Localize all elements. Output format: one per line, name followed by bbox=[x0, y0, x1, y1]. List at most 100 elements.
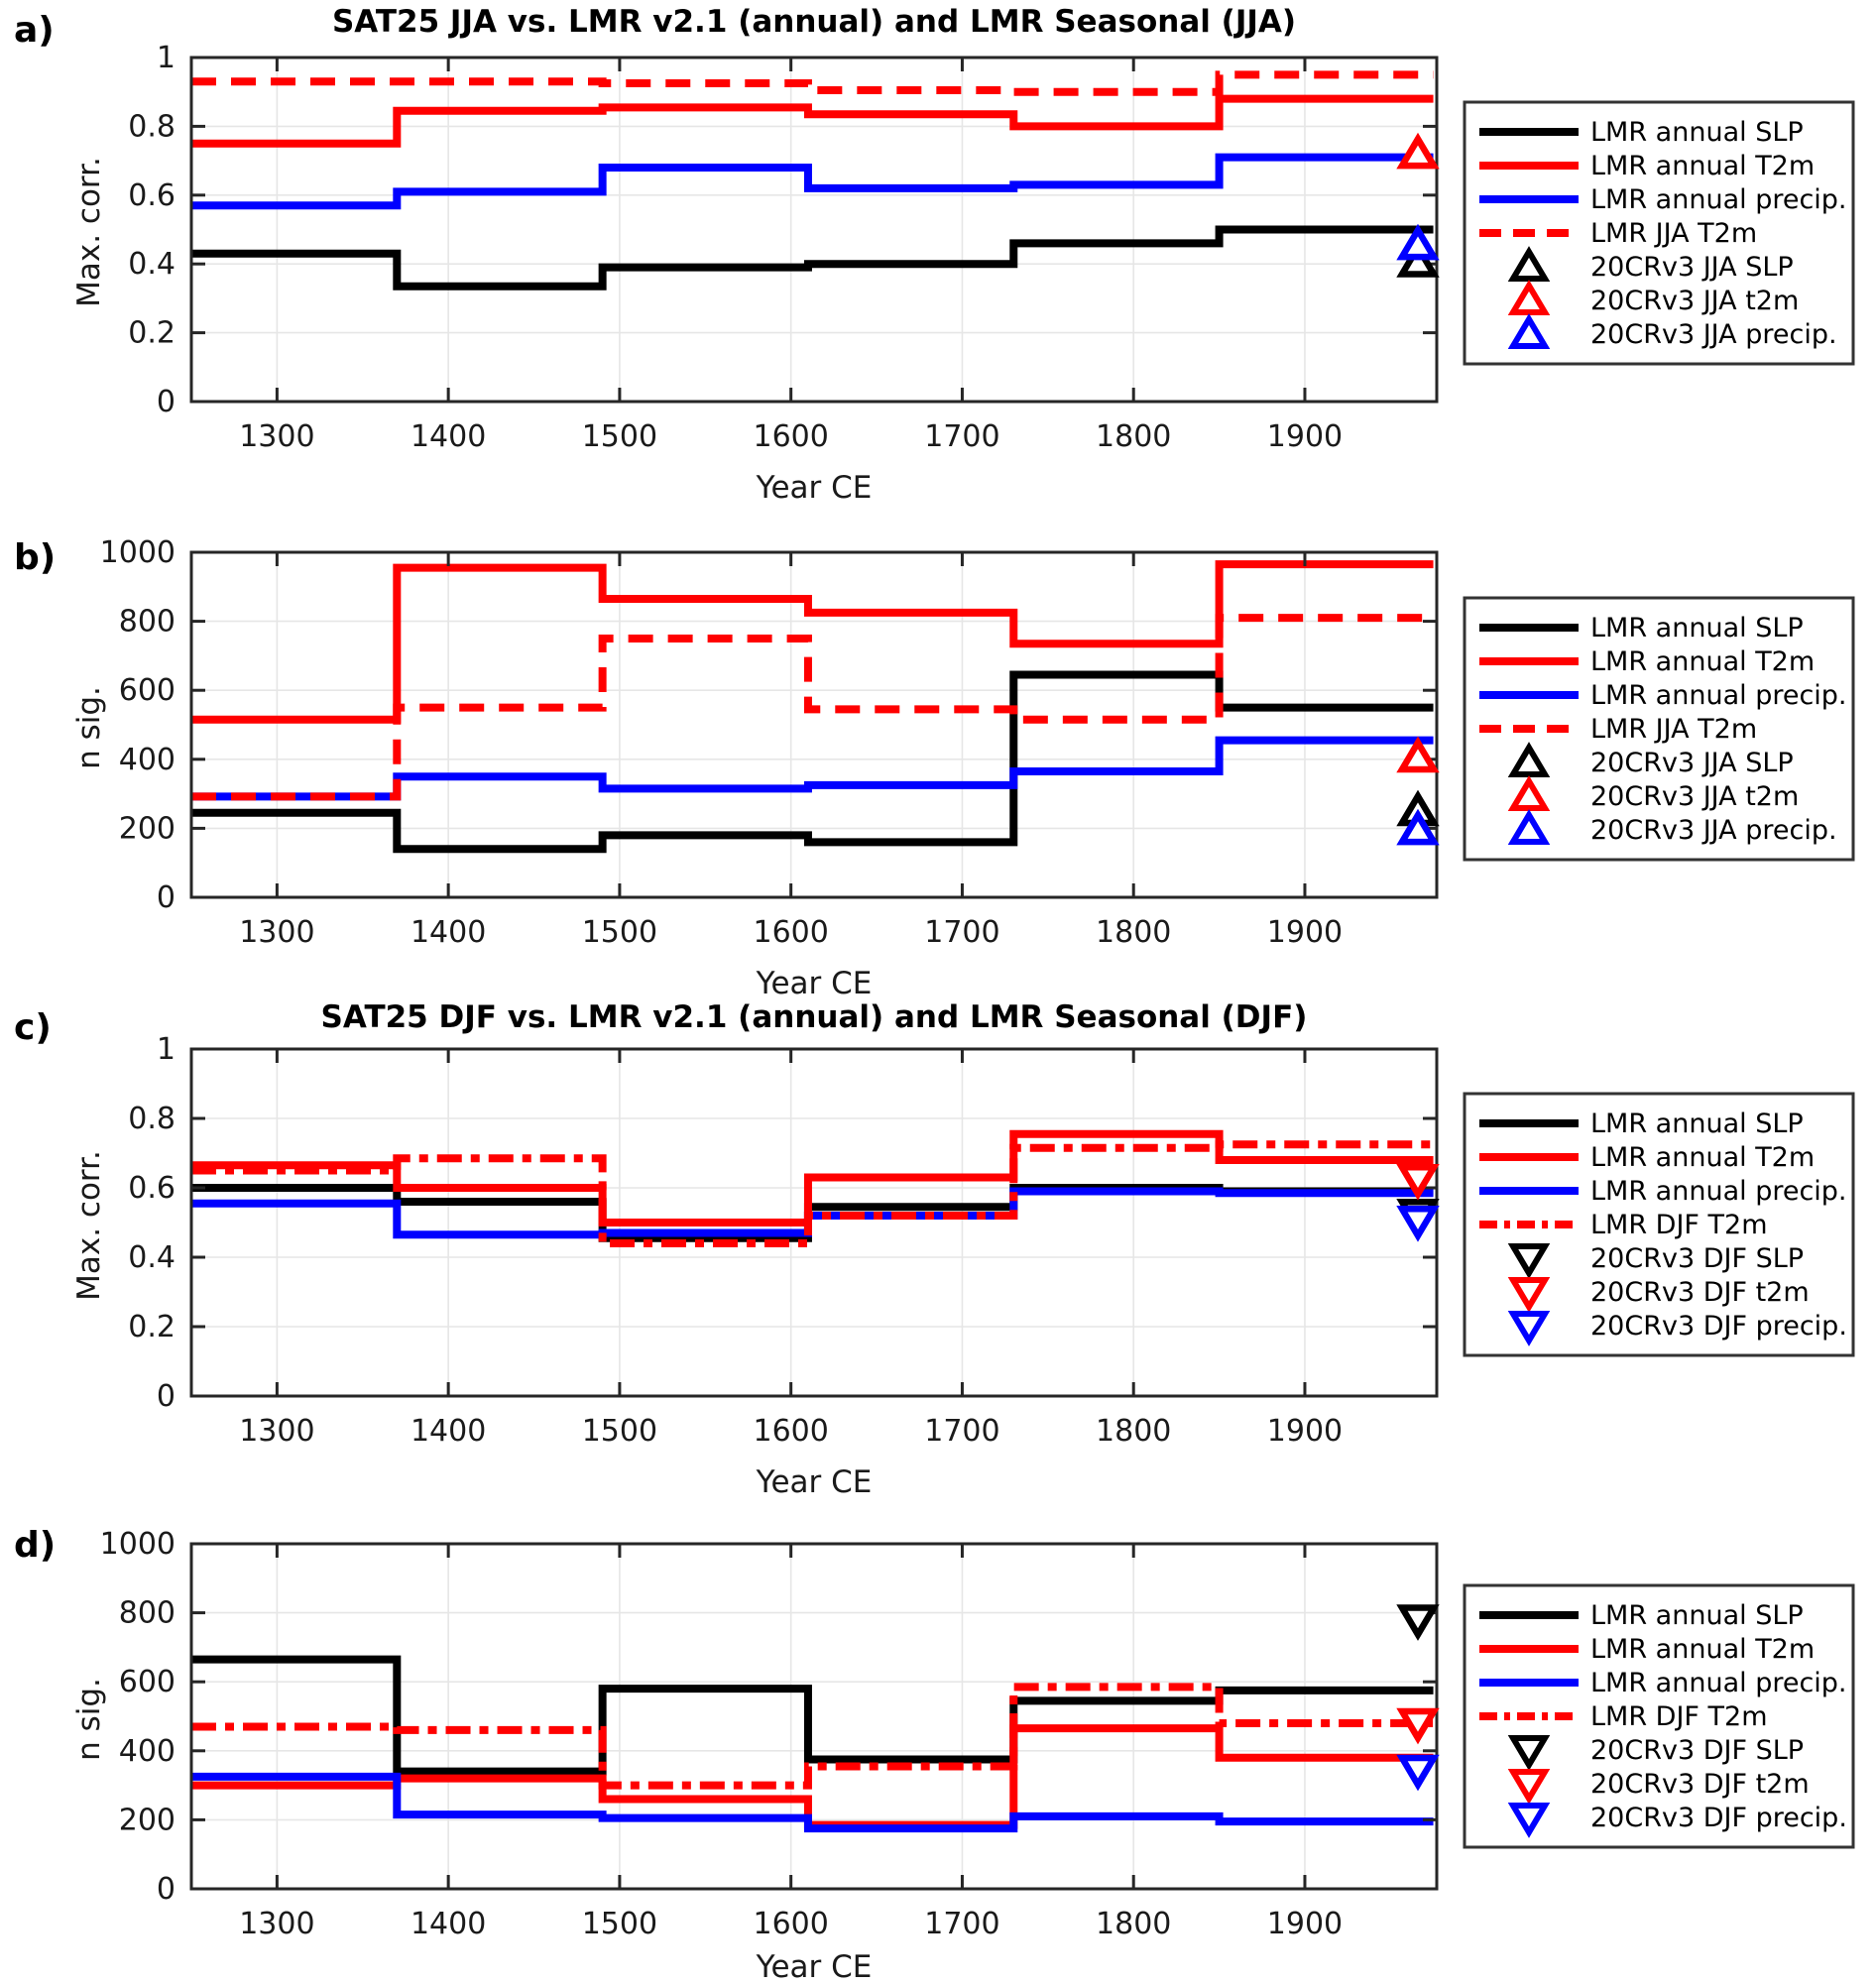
panel-a-ylabel: Max. corr. bbox=[71, 157, 107, 307]
plot-frame bbox=[189, 56, 1439, 404]
series-line-b-0 bbox=[191, 670, 1434, 854]
y-tick-label: 200 bbox=[119, 811, 176, 846]
panel-c-title: SAT25 DJF vs. LMR v2.1 (annual) and LMR … bbox=[320, 999, 1308, 1035]
plot-frame bbox=[189, 550, 1439, 899]
x-tick-label: 1900 bbox=[1267, 915, 1343, 950]
y-tick-label: 800 bbox=[119, 1596, 176, 1631]
legend-marker-sample bbox=[1507, 1311, 1551, 1346]
x-tick-label: 1700 bbox=[924, 915, 999, 950]
y-tick-label: 1 bbox=[157, 41, 176, 75]
x-tick-label: 1600 bbox=[753, 1907, 828, 1941]
x-tick-label: 1500 bbox=[582, 915, 657, 950]
x-tick-label: 1600 bbox=[753, 419, 828, 454]
panel-c-chart: 1300 1400 1500 1600 1700 1800 1900 0 0.2 0.4 0.6 0.… bbox=[128, 1032, 1440, 1449]
x-tick-label: 1800 bbox=[1096, 1907, 1171, 1941]
y-tick-label: 600 bbox=[119, 673, 176, 708]
x-tick-label: 1600 bbox=[753, 915, 828, 950]
legend-entry-label: LMR annual SLP bbox=[1590, 117, 1804, 148]
legend-entry-label: LMR JJA T2m bbox=[1590, 218, 1757, 249]
x-tick-label: 1900 bbox=[1267, 1907, 1343, 1941]
legend-entry-label: 20CRv3 JJA SLP bbox=[1590, 252, 1794, 283]
legend-marker-sample bbox=[1507, 1769, 1551, 1805]
y-tick-label: 0.2 bbox=[128, 1310, 176, 1344]
legend-entry-label: LMR annual T2m bbox=[1590, 1142, 1815, 1173]
y-tick-label: 0.6 bbox=[128, 1171, 176, 1206]
legend-entry-label: 20CRv3 JJA t2m bbox=[1590, 781, 1799, 812]
legend-entry-label: LMR annual SLP bbox=[1590, 613, 1804, 643]
legend-entry-label: 20CRv3 JJA SLP bbox=[1590, 748, 1794, 778]
y-tick-label: 1 bbox=[157, 1032, 176, 1067]
legend-entry-label: 20CRv3 DJF SLP bbox=[1590, 1735, 1804, 1766]
x-tick-label: 1900 bbox=[1267, 1414, 1343, 1449]
legend-entry-label: 20CRv3 DJF t2m bbox=[1590, 1277, 1810, 1308]
legend-marker-sample bbox=[1507, 1735, 1551, 1771]
marker-d-0 bbox=[1396, 1604, 1440, 1641]
legend-marker-sample bbox=[1507, 1803, 1551, 1838]
panel-a-title: SAT25 JJA vs. LMR v2.1 (annual) and LMR … bbox=[331, 4, 1297, 40]
panel-letter-a: a) bbox=[14, 10, 55, 51]
legend-entry-label: 20CRv3 JJA t2m bbox=[1590, 286, 1799, 316]
legend-entry-label: LMR JJA T2m bbox=[1590, 714, 1757, 745]
series-line-a-2 bbox=[191, 153, 1434, 210]
legend-marker-sample bbox=[1507, 246, 1551, 282]
panel-a-xlabel: Year CE bbox=[756, 470, 873, 506]
legend-entry-label: LMR annual T2m bbox=[1590, 151, 1815, 181]
legend-marker-sample bbox=[1507, 1277, 1551, 1313]
marker-d-2 bbox=[1396, 1754, 1440, 1792]
x-tick-label: 1600 bbox=[753, 1414, 828, 1449]
y-tick-label: 600 bbox=[119, 1665, 176, 1699]
series-line-a-0 bbox=[191, 225, 1434, 291]
series-line-c-3 bbox=[191, 1140, 1434, 1247]
y-tick-label: 200 bbox=[119, 1803, 176, 1837]
x-tick-label: 1300 bbox=[239, 1907, 314, 1941]
panel-b-xlabel: Year CE bbox=[756, 966, 873, 1001]
legend-entry-label: 20CRv3 JJA precip. bbox=[1590, 815, 1837, 846]
marker-a-2 bbox=[1396, 223, 1440, 261]
series-line-c-1 bbox=[191, 1129, 1434, 1226]
legend-entry-label: 20CRv3 DJF precip. bbox=[1590, 1803, 1847, 1833]
panel-letter-d: d) bbox=[14, 1525, 57, 1566]
y-tick-label: 0.4 bbox=[128, 247, 176, 282]
x-tick-label: 1800 bbox=[1096, 1414, 1171, 1449]
y-tick-label: 400 bbox=[119, 743, 176, 777]
legend-entry-label: LMR annual SLP bbox=[1590, 1600, 1804, 1631]
y-tick-label: 0 bbox=[157, 880, 176, 915]
y-tick-label: 800 bbox=[119, 605, 176, 640]
panel-c-xlabel: Year CE bbox=[756, 1464, 873, 1500]
x-tick-label: 1400 bbox=[410, 915, 486, 950]
x-tick-label: 1500 bbox=[582, 1414, 657, 1449]
y-tick-label: 0.8 bbox=[128, 109, 176, 144]
x-tick-label: 1700 bbox=[924, 419, 999, 454]
x-tick-label: 1300 bbox=[239, 915, 314, 950]
legend-entry-label: LMR annual precip. bbox=[1590, 184, 1847, 215]
series-line-b-2 bbox=[191, 736, 1434, 801]
y-tick-label: 0 bbox=[157, 1872, 176, 1907]
panel-letter-b: b) bbox=[14, 537, 57, 578]
legend-entry-label: LMR annual precip. bbox=[1590, 680, 1847, 711]
y-tick-label: 0.8 bbox=[128, 1102, 176, 1136]
y-tick-label: 0.6 bbox=[128, 178, 176, 213]
legend-marker-sample bbox=[1507, 809, 1551, 845]
legend-marker-sample bbox=[1507, 742, 1551, 777]
legend-entry-label: LMR annual T2m bbox=[1590, 1634, 1815, 1665]
series-line-d-2 bbox=[191, 1772, 1434, 1833]
marker-b-2 bbox=[1396, 808, 1440, 846]
y-tick-label: 0.2 bbox=[128, 316, 176, 351]
series-line-b-1 bbox=[191, 560, 1434, 724]
series-line-b-3 bbox=[191, 614, 1434, 801]
y-tick-label: 0 bbox=[157, 385, 176, 419]
x-tick-label: 1700 bbox=[924, 1907, 999, 1941]
marker-b-1 bbox=[1396, 736, 1440, 773]
x-tick-label: 1400 bbox=[410, 419, 486, 454]
legend-entry-label: LMR DJF T2m bbox=[1590, 1701, 1768, 1732]
marker-c-2 bbox=[1396, 1206, 1440, 1242]
legend-entry-label: LMR annual SLP bbox=[1590, 1109, 1804, 1139]
panel-letter-c: c) bbox=[14, 1007, 52, 1048]
plot-frame bbox=[189, 1542, 1439, 1891]
legend-entry-label: 20CRv3 DJF t2m bbox=[1590, 1769, 1810, 1800]
legend-entry-label: 20CRv3 DJF SLP bbox=[1590, 1243, 1804, 1274]
